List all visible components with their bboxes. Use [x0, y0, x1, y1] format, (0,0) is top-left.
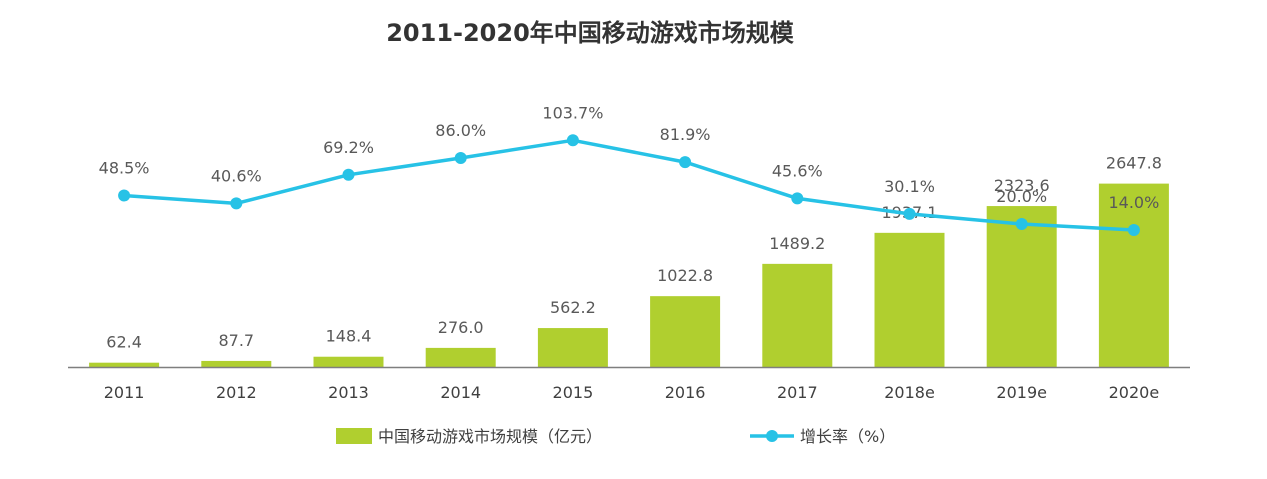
growth-value-label: 86.0% — [435, 121, 486, 140]
legend-bar-label: 中国移动游戏市场规模（亿元） — [378, 427, 602, 446]
bar-2011 — [89, 362, 160, 367]
growth-point-2014 — [454, 152, 467, 164]
bar-value-label: 148.4 — [326, 327, 372, 346]
x-tick-label: 2018e — [884, 383, 935, 402]
x-tick-label: 2012 — [216, 383, 257, 402]
growth-value-label: 45.6% — [772, 161, 823, 180]
x-tick-label: 2017 — [777, 383, 818, 402]
legend-bar-swatch — [336, 428, 372, 444]
bar-value-label: 87.7 — [218, 331, 254, 350]
growth-value-label: 81.9% — [660, 125, 711, 144]
bar-2018e — [874, 232, 945, 367]
growth-point-2015 — [566, 134, 579, 147]
bars-group: 62.487.7148.4276.0562.21022.81489.21937.… — [89, 154, 1169, 367]
x-tick-label: 2016 — [665, 383, 706, 402]
growth-point-2012 — [230, 197, 243, 210]
bar-2017 — [762, 263, 833, 367]
growth-line — [123, 138, 1134, 232]
growth-point-2013 — [342, 168, 355, 181]
bar-2012 — [201, 360, 272, 367]
growth-value-label: 20.0% — [996, 187, 1047, 206]
chart-title: 2011-2020年中国移动游戏市场规模 — [386, 19, 795, 47]
growth-value-label: 48.5% — [99, 159, 150, 178]
x-tick-label: 2011 — [104, 383, 145, 402]
growth-point-2020e — [1127, 224, 1140, 236]
bar-value-label: 562.2 — [550, 298, 596, 317]
bar-value-label: 2323.6 — [994, 176, 1050, 195]
growth-point-2019e — [1015, 218, 1028, 230]
bar-value-label: 62.4 — [106, 333, 142, 352]
bar-2015 — [537, 328, 608, 367]
growth-value-label: 69.2% — [323, 138, 374, 157]
bar-2016 — [650, 296, 721, 367]
growth-value-label: 30.1% — [884, 177, 935, 196]
bar-value-label: 276.0 — [438, 318, 484, 337]
x-tick-label: 2014 — [440, 383, 481, 402]
growth-value-label: 14.0% — [1108, 193, 1159, 212]
growth-point-2017 — [791, 192, 804, 205]
growth-point-2018e — [903, 207, 916, 220]
growth-point-2016 — [679, 156, 692, 169]
growth-value-label: 40.6% — [211, 166, 262, 185]
bar-value-label: 1022.8 — [657, 266, 713, 285]
bar-value-label: 1489.2 — [769, 234, 825, 253]
legend-line-marker — [766, 430, 778, 442]
bar-2019e — [986, 206, 1057, 367]
legend-line-label: 增长率（%） — [800, 427, 895, 446]
x-tick-label: 2019e — [996, 383, 1047, 402]
x-tick-label: 2015 — [553, 383, 594, 402]
x-tick-label: 2020e — [1109, 383, 1160, 402]
x-axis: 2011 2012 2013 2014 2015 2016 2017 2018e 2019e 20… — [68, 366, 1190, 402]
line-group: 48.5% 40.6% 69.2% 86.0% 103.7% 81.9% 45.6% 30.1… — [99, 103, 1159, 236]
bar-2020e — [1098, 183, 1169, 367]
legend: 中国移动游戏市场规模（亿元） 增长率（%） — [336, 427, 895, 446]
growth-point-2011 — [118, 189, 131, 202]
growth-value-label: 103.7% — [542, 103, 603, 122]
bar-2014 — [425, 347, 496, 367]
bar-value-label: 2647.8 — [1106, 154, 1162, 173]
bar-2013 — [313, 356, 384, 367]
x-tick-label: 2013 — [328, 383, 369, 402]
